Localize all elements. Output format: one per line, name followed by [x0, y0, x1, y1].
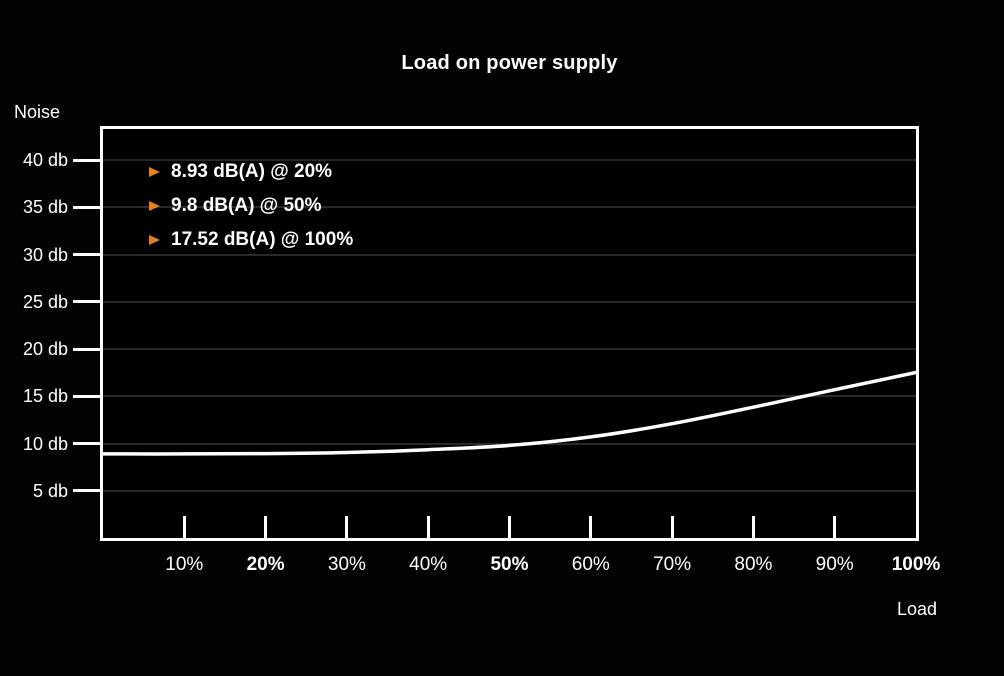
x-tick-label: 60%: [571, 554, 610, 575]
x-axis-tick: [345, 516, 349, 538]
x-tick-label: 70%: [653, 554, 692, 575]
x-tick-label: 100%: [891, 554, 941, 575]
y-tick-label: 15 db: [22, 386, 68, 407]
x-tick-label: 30%: [327, 554, 366, 575]
x-axis-tick: [182, 516, 186, 538]
right-triangle-icon: [149, 167, 160, 177]
y-tick-label: 30 db: [22, 244, 68, 265]
y-tick-label: 20 db: [22, 339, 68, 360]
plot-area: 8.93 dB(A) @ 20% 9.8 dB(A) @ 50% 17.52 dB(…: [100, 126, 919, 541]
gridline: [103, 253, 916, 256]
gridline: [103, 442, 916, 445]
x-axis-tick: [751, 516, 755, 538]
chart-title: Load on power supply: [401, 52, 618, 74]
y-tick-label: 10 db: [22, 433, 68, 454]
annotation-text: 8.93 dB(A) @ 20%: [171, 161, 333, 182]
annotation-row: 9.8 dB(A) @ 50%: [149, 194, 322, 218]
y-axis-tick: [73, 442, 100, 446]
right-triangle-icon: [149, 201, 160, 211]
noise-curve: [103, 370, 916, 456]
x-axis-label: Load: [896, 599, 937, 619]
y-tick-label: 40 db: [22, 150, 68, 171]
annotation-text: 17.52 dB(A) @ 100%: [171, 229, 354, 250]
x-axis-tick: [264, 516, 268, 538]
y-tick-label: 35 db: [22, 197, 68, 218]
x-tick-label: 90%: [815, 554, 854, 575]
y-axis-tick: [73, 347, 100, 351]
y-axis-tick: [73, 158, 100, 162]
gridline: [103, 489, 916, 492]
y-axis-tick: [73, 489, 100, 493]
x-axis-tick: [589, 516, 593, 538]
x-axis-tick: [426, 516, 430, 538]
y-axis-label: Noise: [14, 102, 61, 122]
x-tick-label: 80%: [734, 554, 773, 575]
y-tick-label: 5 db: [32, 480, 68, 501]
right-triangle-icon: [149, 235, 160, 245]
x-tick-label: 20%: [246, 554, 285, 575]
gridline: [103, 206, 916, 209]
gridline: [103, 395, 916, 398]
x-axis-tick: [833, 516, 837, 538]
x-tick-label: 10%: [165, 554, 204, 575]
gridline: [103, 348, 916, 351]
x-axis-tick: [670, 516, 674, 538]
annotation-row: 17.52 dB(A) @ 100%: [149, 228, 353, 252]
annotation-text: 9.8 dB(A) @ 50%: [171, 195, 322, 216]
y-axis-tick: [73, 300, 100, 304]
y-tick-label: 25 db: [22, 291, 68, 312]
x-tick-label: 40%: [409, 554, 448, 575]
y-axis-tick: [73, 205, 100, 209]
x-axis-tick: [508, 516, 511, 538]
y-axis-tick: [73, 394, 100, 398]
y-axis-tick: [73, 253, 100, 257]
x-tick-label: 50%: [490, 554, 529, 575]
gridline: [103, 159, 916, 162]
gridline: [103, 300, 916, 303]
noise-curve-path: [103, 370, 916, 456]
annotation-row: 8.93 dB(A) @ 20%: [149, 160, 332, 184]
